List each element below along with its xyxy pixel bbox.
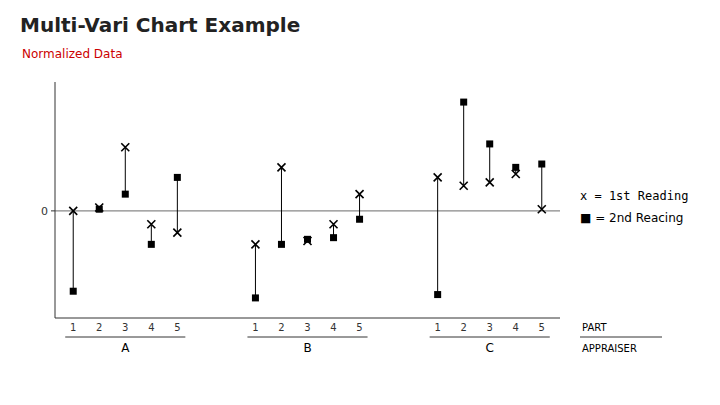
group-label: A bbox=[121, 341, 130, 355]
point-x bbox=[486, 178, 494, 186]
point-square bbox=[278, 241, 285, 248]
point-x bbox=[538, 205, 546, 213]
grid-line bbox=[55, 210, 560, 211]
point-x bbox=[69, 207, 77, 215]
range-line bbox=[437, 177, 438, 294]
chart: Multi-Vari Chart Example Normalized Data 0… bbox=[0, 0, 720, 405]
plot-area bbox=[69, 99, 546, 302]
point-x bbox=[460, 182, 468, 190]
point-x bbox=[277, 163, 285, 171]
x-tick-label: 4 bbox=[330, 322, 336, 333]
x-tick-label: 4 bbox=[513, 322, 519, 333]
point-x bbox=[330, 220, 338, 228]
x-tick-label: 3 bbox=[122, 322, 128, 333]
x-tick-label: 5 bbox=[539, 322, 545, 333]
y-axis bbox=[55, 82, 56, 318]
x-tick-label: 4 bbox=[148, 322, 154, 333]
x-tick-label: 5 bbox=[356, 322, 362, 333]
point-square bbox=[356, 216, 363, 223]
point-square bbox=[70, 288, 77, 295]
point-square bbox=[512, 164, 519, 171]
range-line bbox=[359, 194, 360, 219]
group-axis-label: APPRAISER bbox=[582, 343, 637, 354]
title: Multi-Vari Chart Example bbox=[20, 13, 300, 37]
range-line bbox=[177, 177, 178, 232]
group-underline bbox=[65, 337, 185, 338]
x-tick-label: 3 bbox=[304, 322, 310, 333]
y-tick bbox=[51, 210, 55, 211]
point-x bbox=[434, 173, 442, 181]
range-line bbox=[489, 144, 490, 182]
subtitle: Normalized Data bbox=[22, 47, 123, 61]
point-x bbox=[512, 170, 520, 178]
point-square bbox=[122, 191, 129, 198]
x-tick-label: 2 bbox=[460, 322, 466, 333]
x-tick-label: 1 bbox=[70, 322, 76, 333]
legend-entry: ■ = 2nd Reacing bbox=[580, 211, 683, 225]
point-x bbox=[356, 190, 364, 198]
point-square bbox=[538, 161, 545, 168]
range-line bbox=[73, 211, 74, 291]
range-line bbox=[541, 164, 542, 209]
x-tick-label: 5 bbox=[174, 322, 180, 333]
point-x bbox=[251, 240, 259, 248]
label-rule bbox=[580, 337, 662, 338]
x-tick-label: 2 bbox=[96, 322, 102, 333]
point-square bbox=[304, 236, 311, 243]
point-square bbox=[330, 234, 337, 241]
point-x bbox=[173, 229, 181, 237]
range-line bbox=[281, 167, 282, 244]
point-x bbox=[121, 143, 129, 151]
point-x bbox=[147, 220, 155, 228]
point-square bbox=[486, 140, 493, 147]
x-tick-label: 1 bbox=[252, 322, 258, 333]
x-tick-label: 3 bbox=[487, 322, 493, 333]
x-tick-label: 1 bbox=[434, 322, 440, 333]
point-square bbox=[174, 174, 181, 181]
group-label: B bbox=[303, 341, 311, 355]
range-line bbox=[125, 147, 126, 194]
y-tick-label: 0 bbox=[41, 205, 48, 218]
legend-entry: x = 1st Reading bbox=[580, 189, 688, 203]
x-label: PART bbox=[582, 322, 607, 333]
x-axis bbox=[55, 318, 560, 319]
range-line bbox=[255, 244, 256, 298]
group-underline bbox=[430, 337, 550, 338]
range-line bbox=[463, 102, 464, 186]
x-tick-label: 2 bbox=[278, 322, 284, 333]
point-square bbox=[252, 294, 259, 301]
group-label: C bbox=[486, 341, 494, 355]
point-square bbox=[148, 241, 155, 248]
point-square bbox=[434, 291, 441, 298]
point-square bbox=[96, 206, 103, 213]
group-underline bbox=[247, 337, 367, 338]
point-square bbox=[460, 99, 467, 106]
